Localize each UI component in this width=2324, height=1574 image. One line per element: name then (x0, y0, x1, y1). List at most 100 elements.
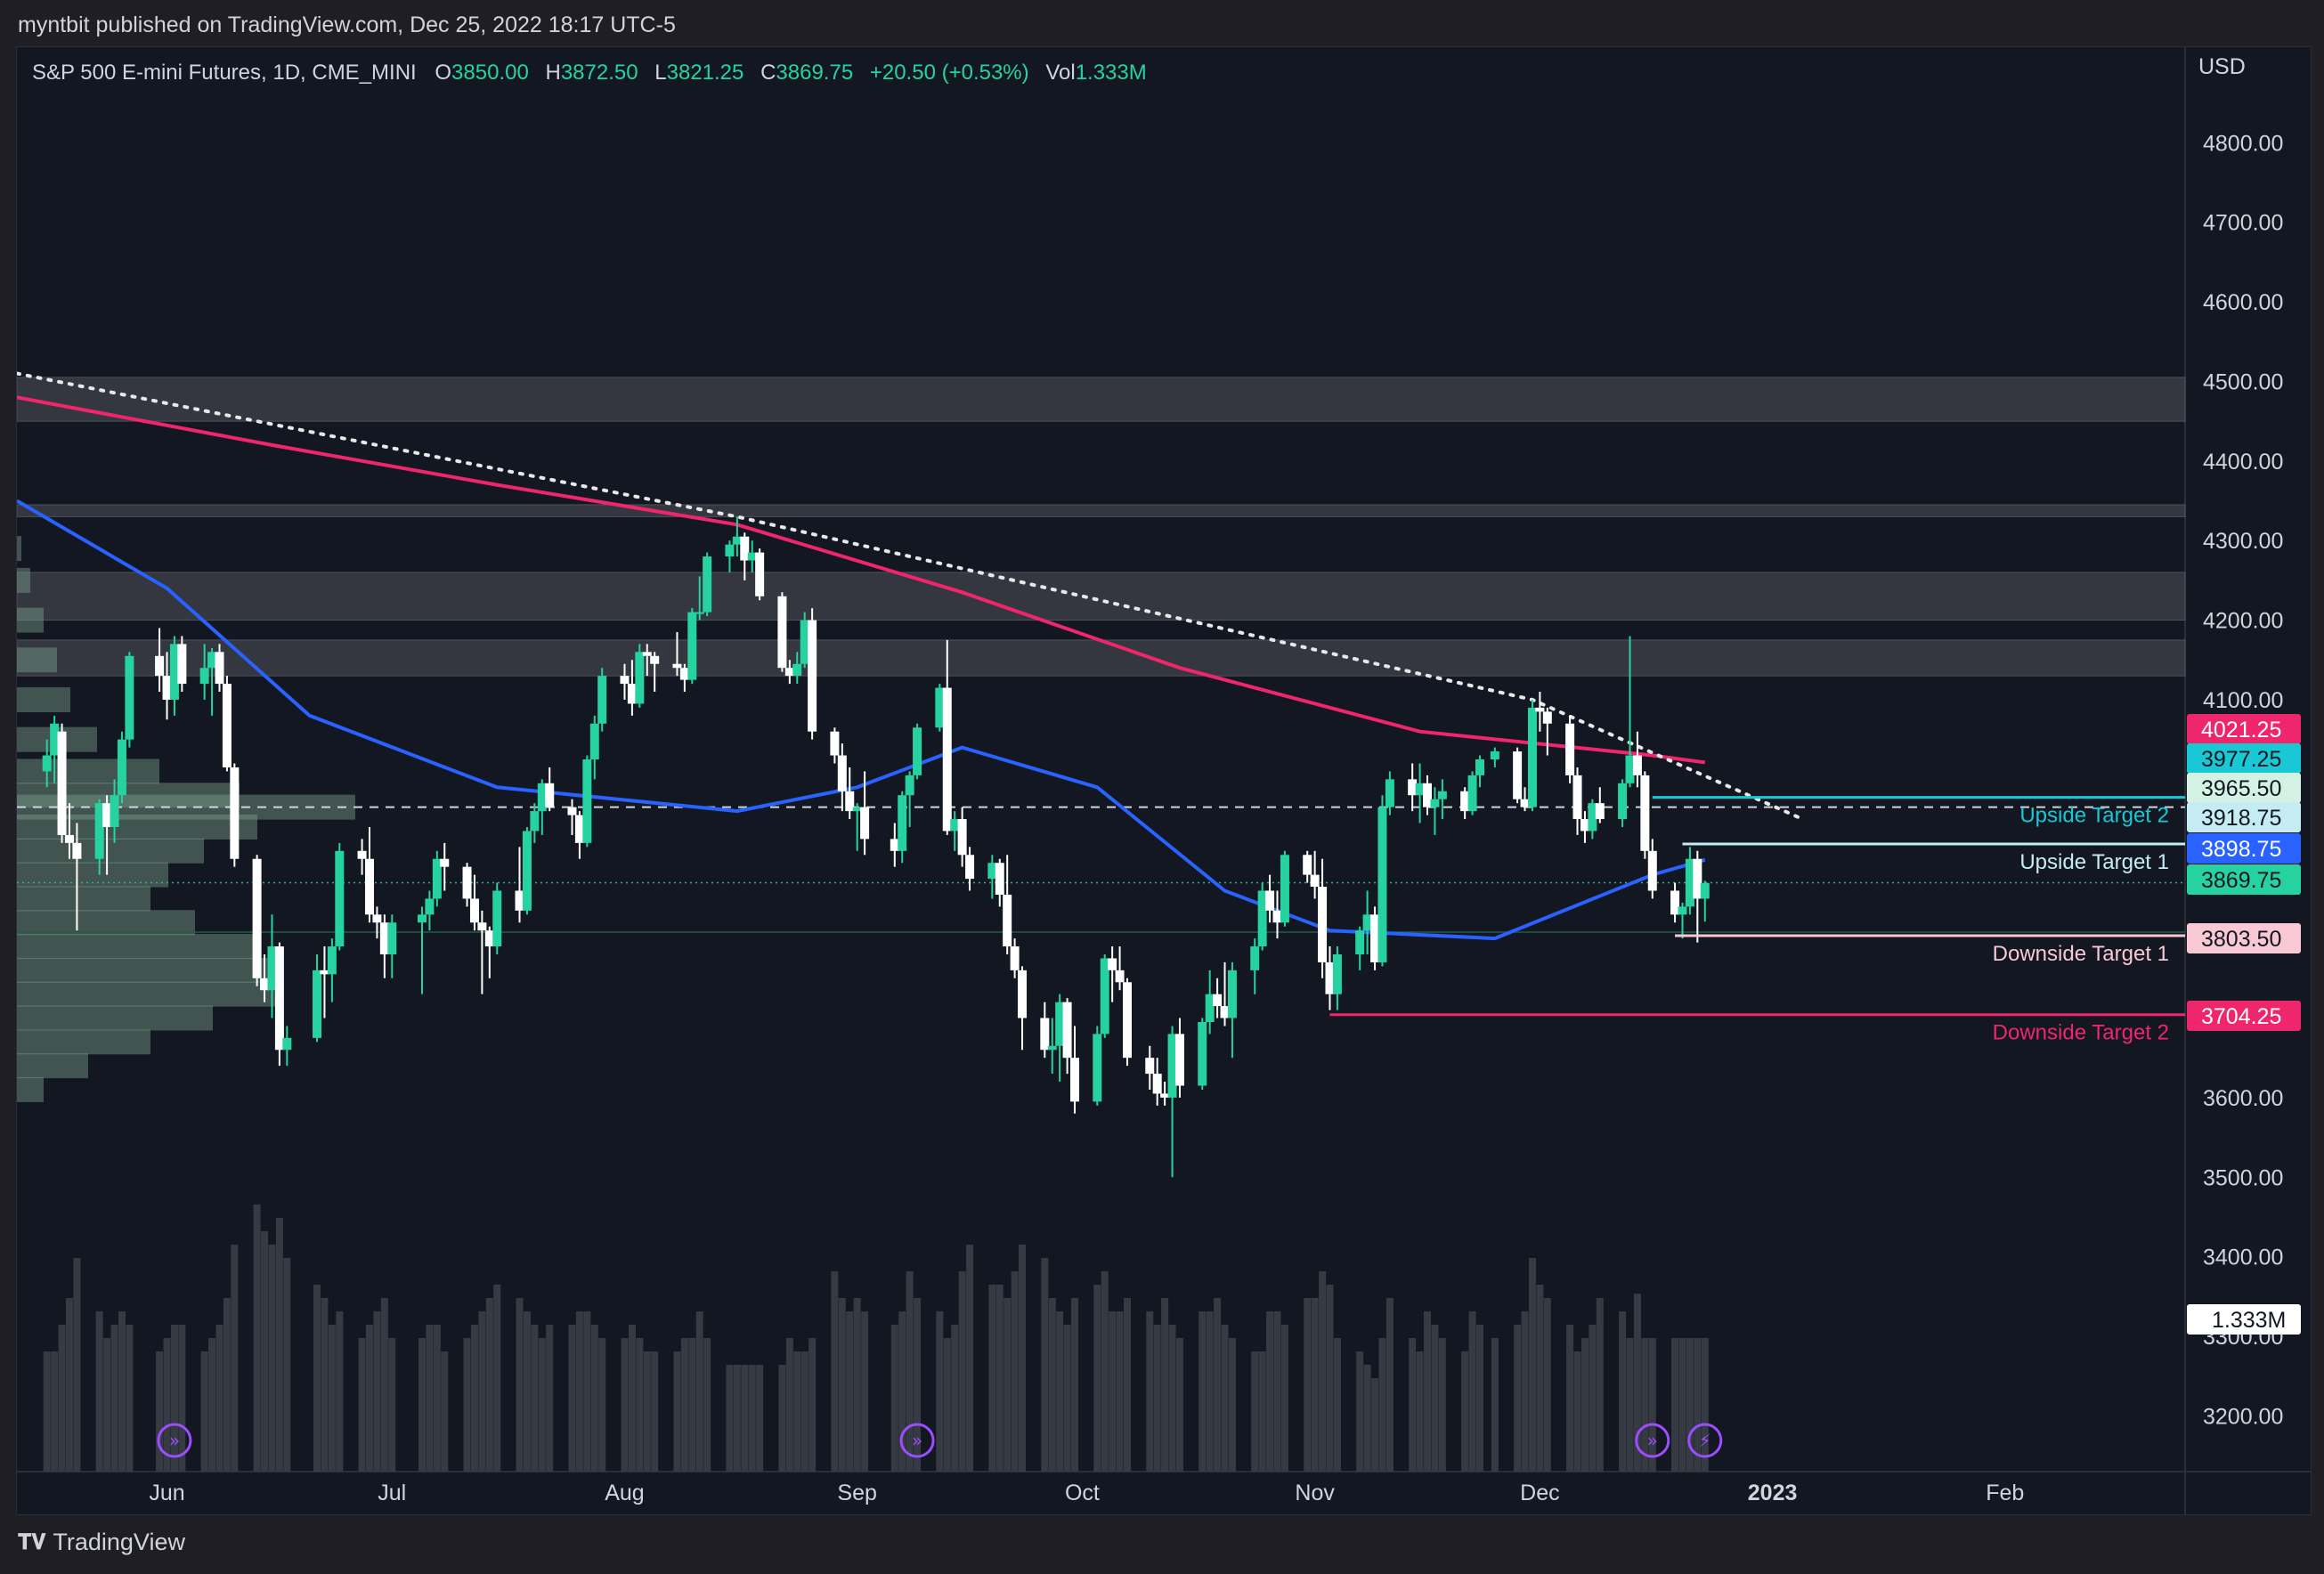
volume-profile-bar (17, 1053, 88, 1079)
price-tag: 3704.25 (2187, 1001, 2301, 1031)
x-tick-label: 2023 (1748, 1481, 1798, 1505)
y-tick-label: 4300.00 (2203, 529, 2283, 554)
candle-body (755, 552, 765, 596)
volume-bar (1648, 1338, 1656, 1472)
candle-body (792, 663, 802, 677)
candle-body (1198, 1021, 1207, 1086)
candle-body (1018, 970, 1028, 1018)
volume-bar (516, 1298, 524, 1472)
volume-bar (1011, 1271, 1019, 1472)
price-tag-label: 3704.25 (2201, 1004, 2281, 1029)
volume-bar (366, 1325, 374, 1472)
split-event-icon[interactable]: ⚡ (1687, 1423, 1723, 1458)
footer-brand[interactable]: TradingView (53, 1529, 185, 1555)
volume-bar (1266, 1311, 1274, 1472)
candle-body (777, 596, 787, 669)
candle-body (1618, 783, 1628, 820)
resistance-zone-3 (17, 639, 2186, 677)
volume-bar (1671, 1338, 1679, 1472)
volume-bar (463, 1338, 471, 1472)
candle-body (117, 739, 126, 796)
volume-bar (1536, 1285, 1544, 1472)
candle-body (784, 668, 794, 677)
volume-bar (726, 1365, 734, 1472)
x-tick-label: Jun (149, 1481, 184, 1505)
price-tag-bg (2187, 773, 2301, 803)
candle-body (1152, 1074, 1162, 1094)
volume-bar (861, 1311, 869, 1472)
volume-bar (523, 1311, 531, 1472)
volume-bar (208, 1338, 216, 1472)
candle-body (387, 922, 397, 954)
candle-body (1055, 1002, 1065, 1046)
sma-200-line (17, 395, 1706, 765)
high-label: H (545, 61, 561, 85)
candle-body (574, 815, 584, 843)
y-tick-label: 3500.00 (2203, 1165, 2283, 1190)
candle-body (1377, 807, 1387, 962)
candle-body (1572, 775, 1582, 820)
dividend-event-icon[interactable]: » (157, 1423, 192, 1458)
volume-bar (358, 1338, 366, 1472)
volume-bar (51, 1351, 59, 1472)
x-tick-label: Nov (1295, 1481, 1335, 1505)
volume-bar (598, 1338, 606, 1472)
volume-profile-bar (17, 814, 257, 840)
open-label: O (435, 61, 452, 85)
candle-body (1310, 874, 1320, 888)
chart-frame[interactable]: Upside Target 2 Upside Target 1 Downside T… (16, 46, 2312, 1515)
volume-bar (156, 1351, 164, 1472)
volume-profile-bar (17, 981, 275, 1007)
price-tag-label: 3869.75 (2201, 868, 2281, 893)
candle-body (942, 687, 952, 832)
volume-bar (906, 1271, 914, 1472)
volume-bar (628, 1325, 636, 1472)
candle-body (635, 652, 645, 704)
target-label-2: Downside Target 1 (1993, 942, 2169, 966)
tradingview-logo-icon[interactable]: 𝐓𝐕 (18, 1529, 46, 1554)
event-circle (1687, 1423, 1723, 1458)
volume-bar (1056, 1311, 1064, 1472)
x-tick-label: Aug (605, 1481, 644, 1505)
candle-body (365, 858, 375, 915)
candle-body (852, 807, 862, 812)
volume-bar (898, 1311, 906, 1472)
candle-body (1115, 970, 1125, 983)
volume-bar (1701, 1338, 1709, 1472)
candle-body (1693, 858, 1702, 899)
resistance-zone-2 (17, 572, 2186, 621)
volume-bar (1206, 1311, 1214, 1472)
volume-bar (785, 1338, 793, 1472)
price-tag-bg (2187, 923, 2301, 953)
dividend-event-icon[interactable]: » (899, 1423, 935, 1458)
event-glyph: » (1647, 1430, 1658, 1451)
candle-body (199, 668, 209, 685)
y-tick-label: 4600.00 (2203, 290, 2283, 315)
symbol-name[interactable]: S&P 500 E-mini Futures, 1D, CME_MINI (32, 61, 417, 85)
volume-bar (1168, 1325, 1176, 1472)
volume-bar (1438, 1338, 1446, 1472)
volume-bar (1619, 1311, 1627, 1472)
volume-bar (321, 1298, 329, 1472)
volume-profile-bar (17, 1076, 44, 1102)
candle-body (1145, 1058, 1155, 1075)
volume-bar (253, 1205, 261, 1472)
volume-bar (1378, 1338, 1386, 1472)
price-chart[interactable]: Upside Target 2 Upside Target 1 Downside T… (17, 47, 2311, 1514)
volume-bar (1093, 1285, 1101, 1472)
candle-body (860, 807, 870, 840)
volume-bar (733, 1365, 741, 1472)
dividend-event-icon[interactable]: » (1635, 1423, 1670, 1458)
volume-bar (778, 1365, 786, 1472)
volume-tag: 1.333M (2187, 1304, 2301, 1335)
volume-bar (1363, 1365, 1371, 1472)
close-label: C (760, 61, 776, 85)
candle-body (747, 552, 757, 561)
candle-body (1318, 887, 1328, 962)
candle-body (913, 727, 922, 775)
candle-body (335, 850, 345, 947)
y-tick-label: 4100.00 (2203, 688, 2283, 713)
volume-bar (1063, 1325, 1071, 1472)
price-tag-bg (2187, 714, 2301, 744)
candle-body (1467, 775, 1477, 812)
